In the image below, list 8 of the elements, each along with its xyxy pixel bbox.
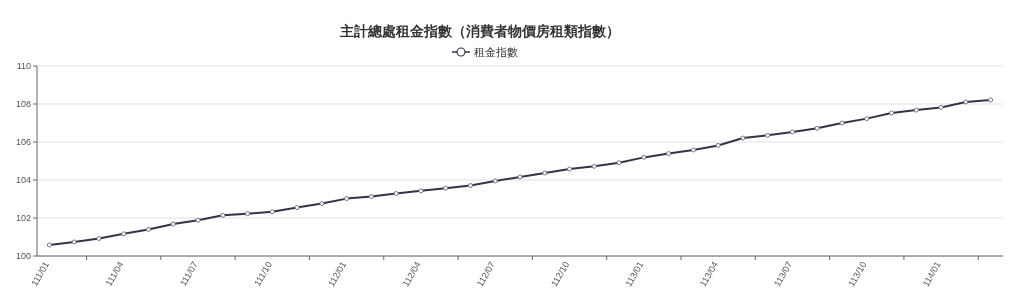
- y-tick-label: 100: [15, 251, 31, 261]
- chart-title: 主計總處租金指數（消費者物價房租類指數）: [339, 23, 620, 39]
- y-tick-label: 110: [16, 61, 31, 71]
- y-tick-label: 104: [15, 175, 31, 185]
- y-tick-label: 106: [15, 137, 31, 147]
- legend-label: 租金指數: [474, 46, 518, 58]
- y-tick-label: 108: [15, 99, 31, 109]
- y-tick-label: 102: [15, 213, 31, 223]
